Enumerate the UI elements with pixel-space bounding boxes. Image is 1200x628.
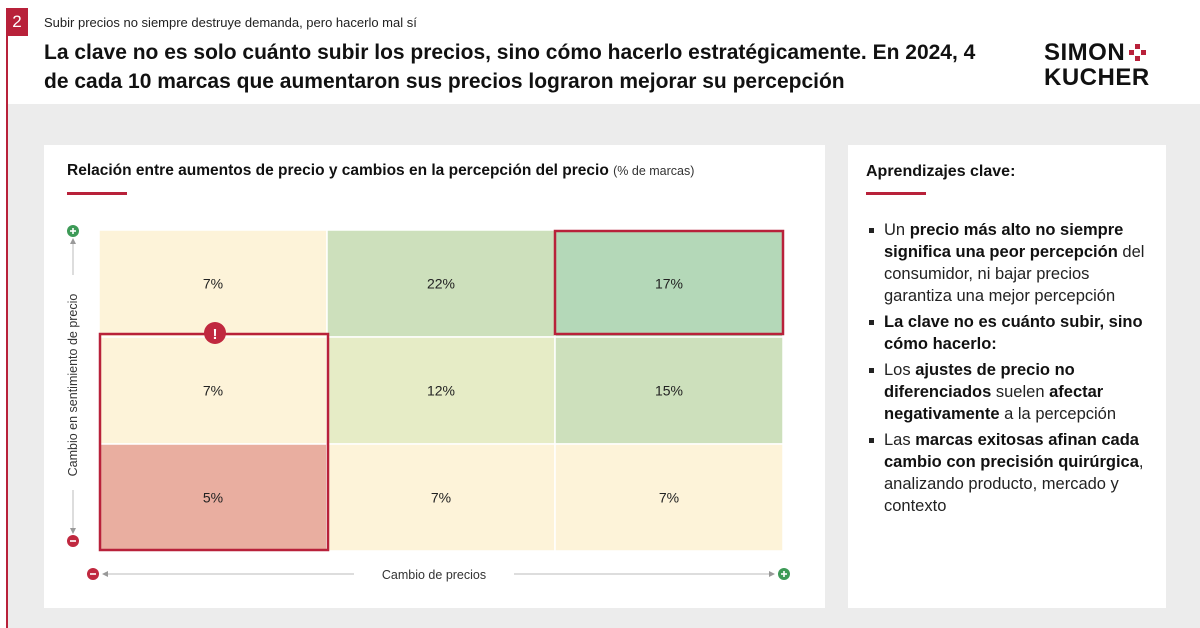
y-axis-label: Cambio en sentimiento de precio — [66, 294, 80, 477]
highlight-border — [553, 229, 785, 336]
logo-dots-icon — [1129, 44, 1147, 61]
left-accent-rule — [6, 36, 8, 628]
key-learning-text: Las — [884, 431, 916, 449]
x-axis-arrow-left — [102, 571, 108, 577]
key-learning-text: suelen — [991, 383, 1050, 401]
logo-line-1: SIMON — [1044, 40, 1174, 65]
exclamation-icon-glyph: ! — [213, 326, 218, 343]
logo-text-kucher: KUCHER — [1044, 64, 1150, 91]
key-learning-text: , analizando producto, mercado y context… — [884, 453, 1144, 515]
heatmap-cell-label: 17% — [655, 276, 683, 292]
heatmap-cell-label: 12% — [427, 383, 455, 399]
key-learning-text: marcas exitosas afinan cada cambio con p… — [884, 431, 1139, 471]
key-learning-text: afectar negativamente — [884, 383, 1104, 423]
header-bar: 2 Subir precios no siempre destruye dema… — [0, 0, 1200, 104]
heatmap-cell-label: 22% — [427, 276, 455, 292]
heatmap-cell-label: 5% — [203, 490, 223, 506]
key-learning-text: ajustes de precio no diferenciados — [884, 361, 1075, 401]
heatmap-cell — [554, 443, 784, 552]
heatmap-cell-label: 7% — [431, 490, 451, 506]
key-learnings-title: Aprendizajes clave: — [866, 163, 1016, 180]
key-learning-item: La clave no es cuánto subir, sino cómo h… — [866, 311, 1158, 355]
heatmap-cell-label: 15% — [655, 383, 683, 399]
heatmap-cell-label: 7% — [203, 383, 223, 399]
heatmap-cell-label: 7% — [203, 276, 223, 292]
slide-headline: La clave no es solo cuánto subir los pre… — [44, 41, 976, 93]
x-axis-label: Cambio de precios — [382, 568, 486, 582]
y-axis-arrow-down — [70, 528, 76, 534]
y-axis-arrow-up — [70, 238, 76, 244]
key-learning-text: Los — [884, 361, 916, 379]
key-learning-item: Las marcas exitosas afinan cada cambio c… — [866, 429, 1158, 517]
chart-title-text: Relación entre aumentos de precio y camb… — [67, 162, 609, 179]
key-learning-text: precio más alto no siempre significa una… — [884, 221, 1124, 261]
key-learnings-underline — [866, 192, 926, 195]
chart-title-unit: (% de marcas) — [613, 164, 695, 178]
key-learnings-card: Aprendizajes clave: Un precio más alto n… — [848, 145, 1166, 608]
chart-title-underline — [67, 192, 127, 195]
heatmap-cell — [98, 336, 328, 445]
slide-subtitle: Subir precios no siempre destruye demand… — [44, 15, 417, 30]
heatmap-cell — [98, 443, 328, 552]
key-learning-item: Un precio más alto no siempre significa … — [866, 219, 1158, 307]
key-learning-text: Un — [884, 221, 910, 239]
slide-number: 2 — [6, 8, 28, 36]
price-perception-heatmap: 7% 22% 17% 7% 12% 15% 5% 7% 7%! Cambio en sentimi… — [66, 225, 790, 582]
heatmap-cell — [554, 336, 784, 445]
logo-line-2: KUCHER — [1044, 65, 1174, 90]
simon-kucher-logo: SIMON KUCHER — [1044, 40, 1174, 92]
key-learning-text: a la percepción — [999, 405, 1117, 423]
heatmap-cell-label: 7% — [659, 490, 679, 506]
key-learning-text: del consumidor, ni bajar precios garanti… — [884, 243, 1145, 305]
heatmap-cell — [326, 443, 556, 552]
heatmap-cell — [326, 229, 556, 338]
key-learning-item: Los ajustes de precio no diferenciados s… — [866, 359, 1158, 425]
logo-text-simon: SIMON — [1044, 39, 1126, 66]
chart-title: Relación entre aumentos de precio y camb… — [67, 162, 694, 180]
key-learning-text: La clave no es cuánto subir, sino cómo h… — [884, 313, 1143, 353]
exclamation-icon — [204, 322, 226, 344]
x-axis-arrow-right — [769, 571, 775, 577]
key-learnings-list: Un precio más alto no siempre significa … — [866, 219, 1158, 521]
